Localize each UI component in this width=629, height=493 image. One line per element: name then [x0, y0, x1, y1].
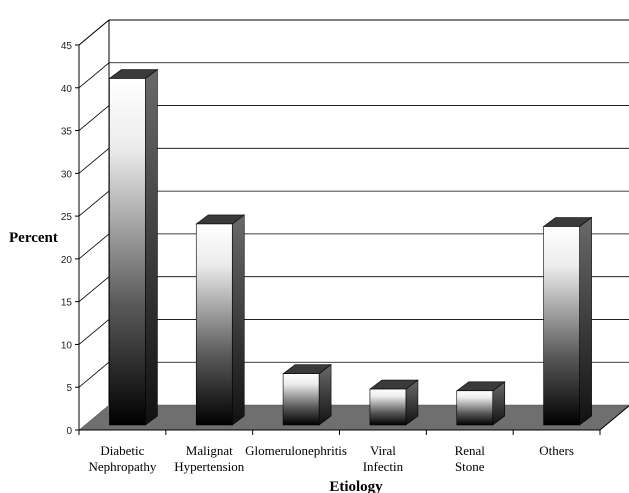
gridline-diagonal — [78, 148, 110, 174]
bars — [108, 68, 593, 426]
gridline-diagonal — [78, 19, 110, 46]
bar-front-face — [282, 373, 320, 426]
bar-side-face — [318, 364, 332, 426]
y-tick-label: 35 — [61, 127, 73, 138]
bar — [195, 214, 246, 426]
gridline-diagonal — [78, 361, 110, 388]
y-tick-label: 5 — [66, 383, 72, 394]
y-axis: 0 5 10 15 20 25 30 35 40 45 — [61, 41, 80, 437]
bar-side-face — [231, 214, 245, 426]
bar — [108, 68, 159, 426]
y-tick-label: 10 — [61, 340, 73, 351]
bar-side-face — [145, 68, 158, 426]
y-tick-label: 40 — [61, 84, 73, 95]
category-label: Glomerulonephritis — [245, 443, 347, 458]
gridline-diagonal — [78, 233, 110, 260]
x-axis-title: Etiology — [329, 479, 383, 493]
bar — [282, 364, 332, 426]
gridlines — [78, 19, 629, 388]
bar — [369, 379, 419, 426]
category-label: Others — [539, 443, 574, 458]
y-tick-label: 15 — [61, 298, 73, 309]
y-tick-label: 30 — [61, 169, 73, 180]
bar-side-face — [579, 216, 592, 426]
x-axis — [78, 405, 629, 435]
category-label: Diabetic Nephropathy — [88, 443, 156, 474]
bar — [542, 216, 593, 426]
gridline-diagonal — [78, 190, 110, 217]
category-labels: Diabetic Nephropathy Malignat HypertensionG… — [88, 443, 573, 474]
category-label: Malignat Hypertension — [174, 443, 245, 474]
y-tick-label: 25 — [61, 212, 73, 223]
y-tick-label: 20 — [61, 255, 73, 266]
bar-front-face — [456, 390, 494, 426]
bar-front-face — [109, 78, 146, 426]
bar-front-face — [369, 388, 407, 426]
gridline-diagonal — [78, 62, 110, 89]
y-tick-label: 45 — [61, 41, 73, 52]
bar — [455, 381, 506, 426]
bar-front-face — [543, 226, 580, 426]
y-axis-title: Percent — [9, 230, 58, 246]
gridline-diagonal — [78, 319, 110, 345]
y-tick-label: 0 — [66, 426, 72, 437]
category-label: Viral Infectin — [363, 443, 404, 474]
gridline-diagonal — [78, 105, 110, 131]
gridline-diagonal — [78, 276, 110, 302]
bar-front-face — [195, 223, 233, 426]
x-axis-depth-edge — [599, 405, 629, 431]
category-label: Renal Stone — [455, 443, 486, 474]
